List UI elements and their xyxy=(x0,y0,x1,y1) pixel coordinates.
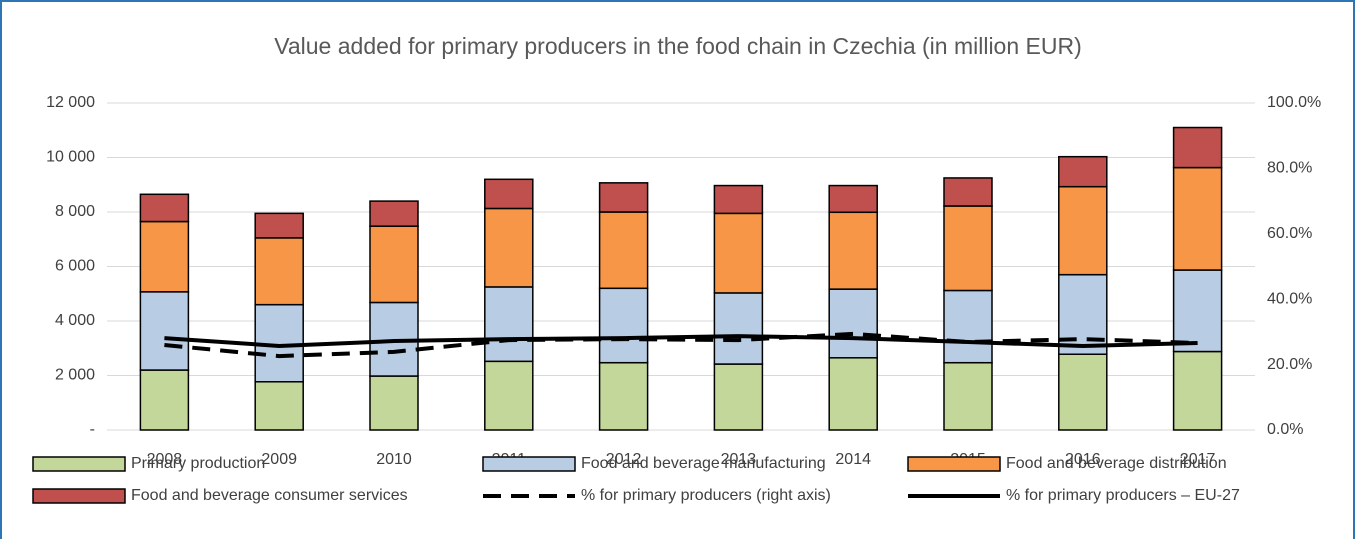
bar-segment xyxy=(139,220,190,293)
bar-segment xyxy=(254,381,304,431)
legend-label: Food and beverage distribution xyxy=(1006,455,1227,472)
y2-tick-label: 60.0% xyxy=(1267,225,1312,242)
bar-segment xyxy=(828,288,878,359)
x-tick-label: 2012 xyxy=(606,451,642,468)
legend-label: Food and beverage manufacturing xyxy=(581,455,826,472)
y-tick-label: 4 000 xyxy=(55,312,95,329)
y2-tick-label: 80.0% xyxy=(1267,160,1312,177)
bar-segment xyxy=(1172,269,1223,353)
bar-segment xyxy=(828,357,878,431)
bar-segment xyxy=(254,212,304,239)
y-tick-label: 10 000 xyxy=(46,149,95,166)
bar-segment xyxy=(598,287,649,364)
x-tick-label: 2016 xyxy=(1065,451,1101,468)
bar-segment xyxy=(713,184,764,215)
bar-segment xyxy=(369,225,419,304)
bar-segment xyxy=(139,193,190,223)
x-tick-label: 2008 xyxy=(147,451,183,468)
legend-swatch xyxy=(32,456,126,472)
bar-segment xyxy=(139,291,190,371)
y-tick-label: 12 000 xyxy=(46,94,95,111)
bar-segment xyxy=(484,286,534,363)
x-tick-label: 2010 xyxy=(376,451,412,468)
x-tick-label: 2017 xyxy=(1180,451,1216,468)
bar-segment xyxy=(1058,273,1108,355)
bar-segment xyxy=(828,184,878,214)
legend-label: Primary production xyxy=(131,455,265,472)
x-tick-label: 2013 xyxy=(721,451,757,468)
y-tick-label: 2 000 xyxy=(55,367,95,384)
bar-segment xyxy=(1058,185,1108,276)
bar-segment xyxy=(139,369,190,431)
bar-segment xyxy=(598,182,649,213)
bar-segment xyxy=(713,363,764,431)
y-tick-label: 8 000 xyxy=(55,203,95,220)
bar-segment xyxy=(254,237,304,306)
bar-segment xyxy=(1058,155,1108,188)
legend-swatch xyxy=(482,456,576,472)
bar-segment xyxy=(1172,350,1223,431)
legend-label: % for primary producers – EU-27 xyxy=(1006,487,1240,504)
y2-tick-label: 40.0% xyxy=(1267,290,1312,307)
bar-segment xyxy=(484,207,534,288)
legend-label: % for primary producers (right axis) xyxy=(581,487,831,504)
bar-segment xyxy=(598,211,649,290)
bar-segment xyxy=(943,289,993,364)
y-tick-label: 6 000 xyxy=(55,258,95,275)
bar-segment xyxy=(484,178,534,210)
bar-segment xyxy=(369,200,419,227)
y2-tick-label: 0.0% xyxy=(1267,421,1303,438)
bar-segment xyxy=(1172,166,1223,271)
bar-segment xyxy=(484,360,534,431)
bar-segment xyxy=(1058,353,1108,431)
legend-label: Food and beverage consumer services xyxy=(131,487,408,504)
x-tick-label: 2014 xyxy=(835,451,871,468)
y2-tick-label: 20.0% xyxy=(1267,356,1312,373)
x-tick-label: 2009 xyxy=(261,451,297,468)
line-series xyxy=(164,331,1198,359)
bar-segment xyxy=(828,211,878,290)
bar-segment xyxy=(943,205,993,292)
legend-swatch xyxy=(907,456,1001,472)
y2-tick-label: 100.0% xyxy=(1267,94,1321,111)
y-tick-label: - xyxy=(90,421,95,438)
bar-segment xyxy=(598,361,649,431)
chart-title: Value added for primary producers in the… xyxy=(274,33,1082,59)
bar-segment xyxy=(943,177,993,207)
bar-segment xyxy=(713,292,764,365)
bar-segment xyxy=(369,375,419,431)
legend-swatch xyxy=(32,488,126,504)
line-series xyxy=(164,334,1198,348)
bar-segment xyxy=(713,212,764,294)
bar-segment xyxy=(943,361,993,431)
bar-segment xyxy=(1172,126,1223,169)
